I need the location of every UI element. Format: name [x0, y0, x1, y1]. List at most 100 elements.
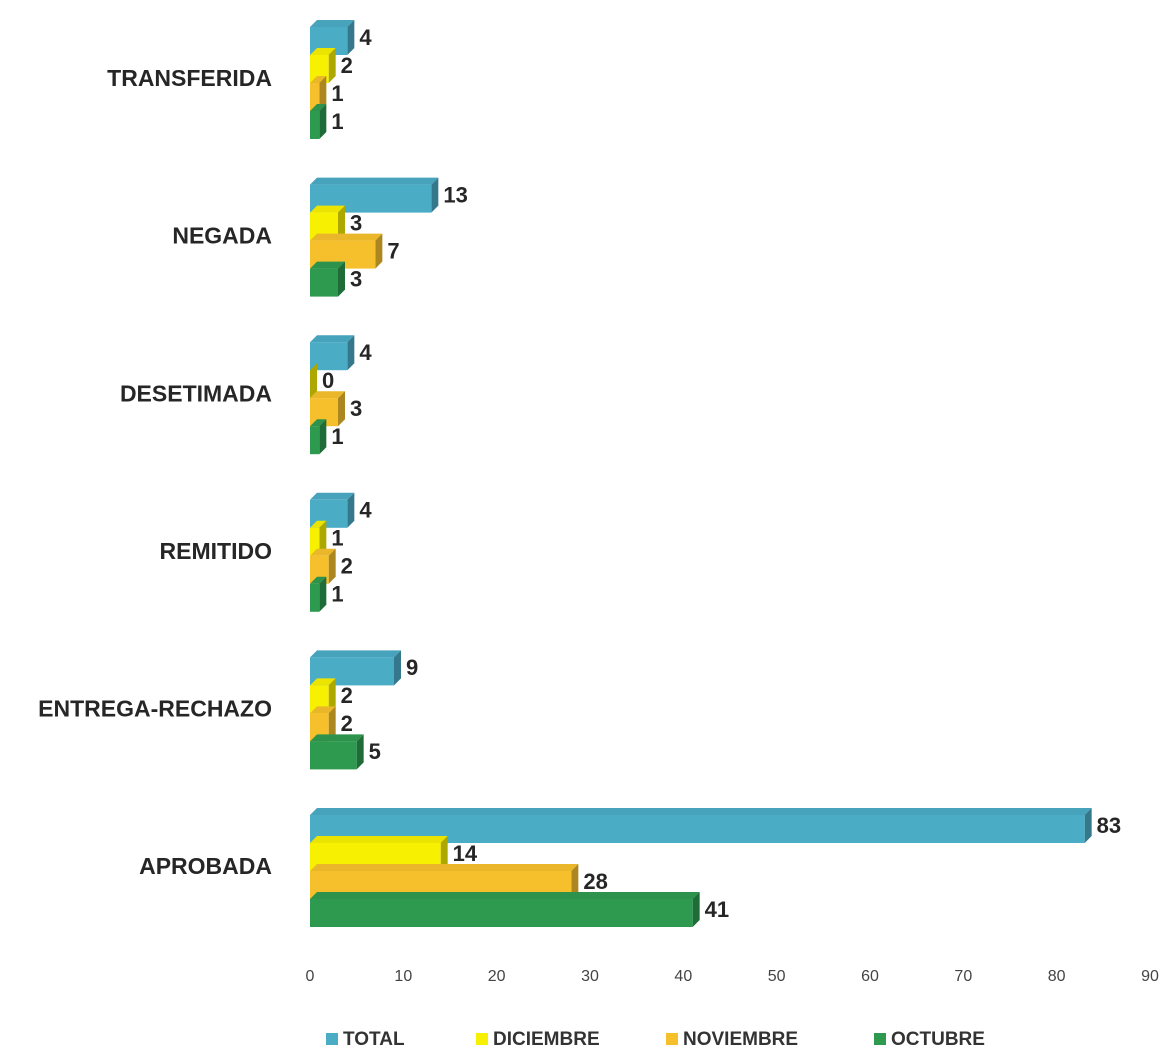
bar-top — [310, 650, 401, 658]
bar-top — [310, 734, 364, 742]
legend-label: DICIEMBRE — [493, 1029, 600, 1050]
x-tick-label: 70 — [954, 968, 972, 985]
bar-top — [310, 335, 355, 343]
legend-label: NOVIEMBRE — [683, 1029, 798, 1050]
x-tick-label: 80 — [1048, 968, 1066, 985]
value-label: 1 — [331, 81, 343, 106]
bar-side — [347, 492, 355, 528]
category-label: NEGADA — [172, 223, 272, 249]
bar-top — [310, 391, 345, 399]
bar-side — [338, 391, 345, 427]
bar-top — [310, 261, 345, 269]
x-tick-label: 90 — [1141, 968, 1159, 985]
value-label: 5 — [369, 739, 381, 764]
bar-top — [310, 808, 1092, 815]
bar-top — [310, 864, 579, 871]
value-label: 2 — [341, 554, 353, 579]
value-label: 1 — [331, 582, 343, 607]
bar-side — [319, 520, 327, 556]
bar-side — [328, 706, 336, 742]
value-label: 3 — [350, 210, 362, 235]
bar-top — [310, 892, 700, 899]
bar-side — [319, 104, 327, 139]
value-label: 3 — [350, 396, 362, 421]
value-label: 2 — [341, 711, 353, 736]
bar-top — [310, 104, 327, 111]
bar-side — [319, 576, 327, 612]
x-tick-label: 40 — [674, 968, 692, 985]
bar — [310, 426, 320, 455]
bar — [310, 899, 693, 927]
bar — [310, 268, 338, 297]
bar-side — [338, 261, 345, 297]
bar-side — [319, 419, 327, 455]
value-label: 1 — [331, 526, 343, 551]
legend-swatch — [476, 1033, 488, 1045]
bar-side — [375, 233, 383, 269]
bar-side — [328, 678, 336, 714]
x-tick-label: 20 — [488, 968, 506, 985]
value-label: 0 — [322, 368, 334, 393]
legend-swatch — [874, 1033, 886, 1045]
bar-top — [310, 678, 336, 686]
legend-label: OCTUBRE — [891, 1029, 985, 1050]
category-label: REMITIDO — [160, 538, 272, 564]
bar-top — [310, 419, 327, 427]
bar-side — [347, 335, 355, 371]
value-label: 2 — [341, 53, 353, 78]
bar — [310, 83, 320, 111]
x-tick-label: 30 — [581, 968, 599, 985]
value-label: 4 — [359, 340, 372, 365]
bar-side — [319, 76, 327, 111]
value-label: 3 — [350, 266, 362, 291]
value-label: 14 — [453, 841, 478, 866]
bar-top — [310, 706, 336, 714]
x-tick-label: 10 — [394, 968, 412, 985]
bar-side — [328, 548, 336, 584]
value-label: 28 — [583, 869, 607, 894]
category-label: TRANSFERIDA — [107, 65, 272, 91]
value-label: 41 — [705, 897, 729, 922]
value-label: 1 — [331, 109, 343, 134]
bar-top — [310, 48, 336, 55]
value-label: 4 — [359, 25, 372, 50]
category-label: DESETIMADA — [120, 380, 272, 406]
bar-side — [394, 650, 401, 686]
bar-side — [347, 20, 355, 55]
legend-label: TOTAL — [343, 1029, 405, 1050]
bar-side — [571, 864, 579, 899]
bar-top — [310, 520, 327, 528]
bar-top — [310, 576, 327, 584]
legend-swatch — [666, 1033, 678, 1045]
category-label: ENTREGA-RECHAZO — [38, 695, 272, 721]
bar-side — [338, 205, 345, 241]
value-label: 2 — [341, 683, 353, 708]
bar-top — [310, 836, 448, 843]
bar-top — [310, 76, 327, 83]
bar — [310, 527, 320, 556]
legend-swatch — [326, 1033, 338, 1045]
value-label: 83 — [1097, 813, 1121, 838]
bar-top — [310, 233, 383, 241]
value-label: 4 — [359, 498, 372, 523]
bar-top — [310, 177, 439, 185]
value-label: 7 — [387, 238, 399, 263]
value-label: 9 — [406, 655, 418, 680]
value-label: 13 — [443, 182, 467, 207]
bar-side — [1084, 808, 1092, 843]
category-label: APROBADA — [139, 853, 272, 879]
bar — [310, 111, 320, 139]
bar-side — [328, 48, 336, 83]
bar-side — [310, 363, 317, 399]
x-tick-label: 50 — [768, 968, 786, 985]
bar-side — [692, 892, 700, 927]
bar-top — [310, 205, 345, 213]
bar-side — [440, 836, 448, 871]
bar-side — [431, 177, 439, 213]
x-tick-label: 60 — [861, 968, 879, 985]
bar-top — [310, 20, 355, 27]
bar-top — [310, 492, 355, 500]
x-tick-label: 0 — [306, 968, 315, 985]
bar — [310, 741, 357, 770]
